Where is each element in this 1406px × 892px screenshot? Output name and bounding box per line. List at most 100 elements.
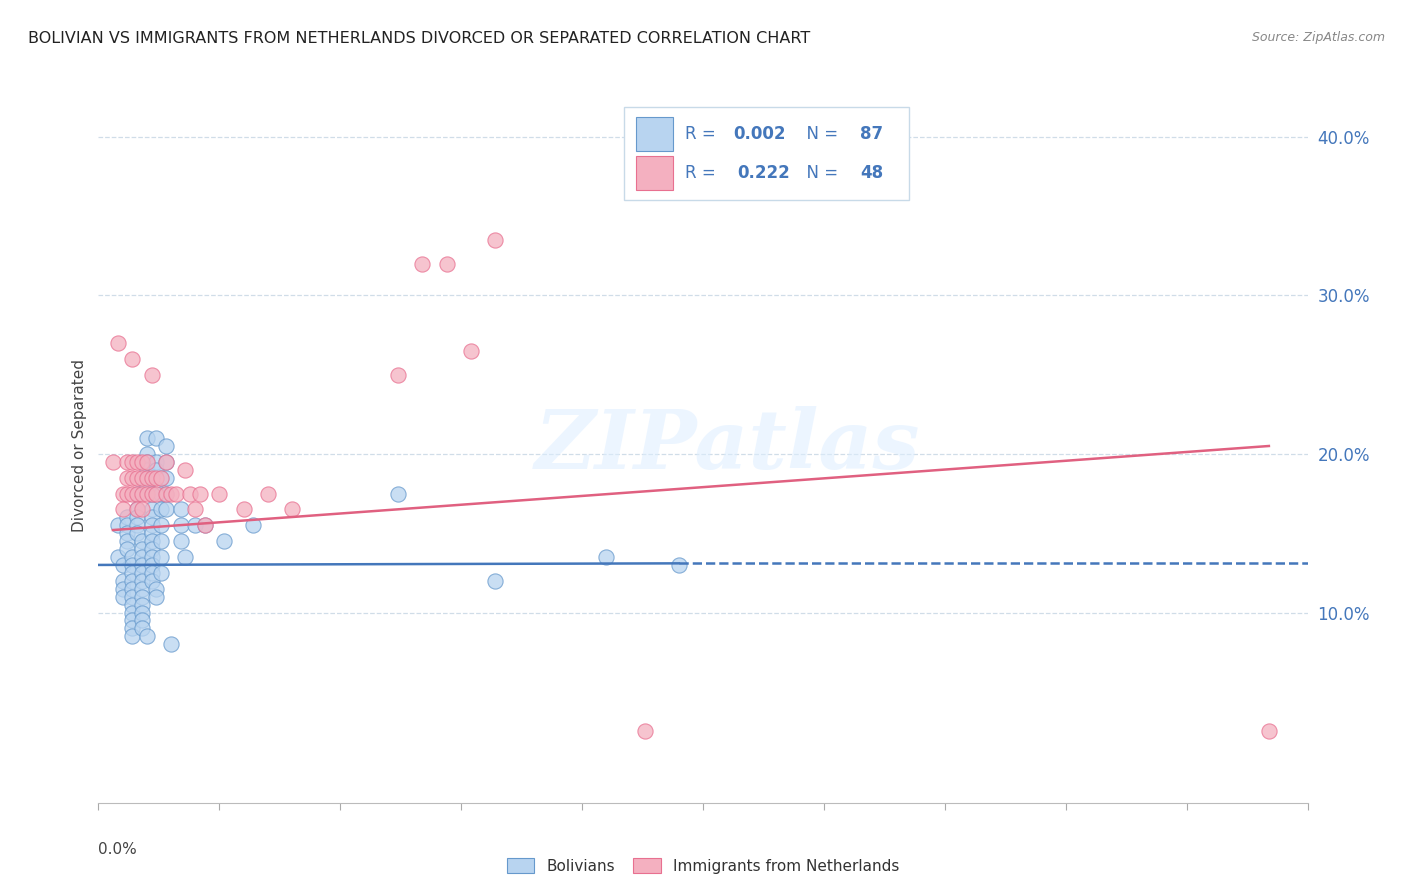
Point	[634, 724, 657, 739]
Point	[155, 502, 177, 516]
Text: ZIPatlas: ZIPatlas	[534, 406, 920, 486]
Point	[145, 590, 167, 604]
Point	[165, 486, 187, 500]
Text: N =: N =	[796, 125, 844, 143]
Point	[135, 478, 157, 492]
Point	[150, 486, 173, 500]
Point	[208, 486, 231, 500]
Point	[117, 534, 139, 549]
FancyBboxPatch shape	[637, 155, 672, 190]
Point	[194, 518, 217, 533]
Text: 48: 48	[860, 164, 883, 182]
Point	[242, 518, 264, 533]
Point	[668, 558, 690, 572]
Point	[135, 629, 157, 643]
Point	[127, 471, 149, 485]
Text: BOLIVIAN VS IMMIGRANTS FROM NETHERLANDS DIVORCED OR SEPARATED CORRELATION CHART: BOLIVIAN VS IMMIGRANTS FROM NETHERLANDS …	[28, 31, 810, 46]
Point	[150, 549, 173, 564]
Point	[141, 510, 163, 524]
Point	[131, 549, 153, 564]
Point	[131, 614, 153, 628]
Point	[131, 502, 153, 516]
Point	[232, 502, 254, 516]
Point	[155, 471, 177, 485]
Point	[484, 233, 506, 247]
Point	[111, 486, 134, 500]
Point	[145, 455, 167, 469]
Point	[127, 486, 149, 500]
Point	[436, 257, 458, 271]
Point	[155, 486, 177, 500]
Point	[117, 518, 139, 533]
Point	[111, 574, 134, 588]
Point	[107, 335, 129, 350]
Point	[141, 526, 163, 541]
Point	[111, 502, 134, 516]
Point	[121, 590, 143, 604]
Point	[150, 518, 173, 533]
Point	[155, 486, 177, 500]
Point	[127, 526, 149, 541]
Point	[127, 502, 149, 516]
Point	[135, 455, 157, 469]
Point	[117, 455, 139, 469]
Point	[188, 486, 211, 500]
Point	[387, 368, 409, 382]
Point	[131, 598, 153, 612]
Point	[256, 486, 278, 500]
Point	[141, 534, 163, 549]
Point	[174, 549, 197, 564]
Point	[141, 486, 163, 500]
Point	[121, 558, 143, 572]
Point	[141, 368, 163, 382]
Point	[127, 502, 149, 516]
Text: 87: 87	[860, 125, 883, 143]
Point	[1257, 724, 1279, 739]
Point	[127, 518, 149, 533]
Point	[117, 486, 139, 500]
Point	[121, 486, 143, 500]
Point	[121, 455, 143, 469]
Point	[145, 463, 167, 477]
Point	[141, 566, 163, 580]
Point	[179, 486, 201, 500]
Point	[131, 542, 153, 557]
Point	[121, 566, 143, 580]
Point	[135, 463, 157, 477]
Point	[141, 542, 163, 557]
Point	[155, 455, 177, 469]
Point	[121, 574, 143, 588]
Point	[169, 518, 191, 533]
Point	[121, 582, 143, 596]
Point	[169, 534, 191, 549]
Point	[117, 542, 139, 557]
Text: 0.002: 0.002	[734, 125, 786, 143]
Point	[212, 534, 235, 549]
Text: Source: ZipAtlas.com: Source: ZipAtlas.com	[1251, 31, 1385, 45]
Point	[135, 447, 157, 461]
Point	[121, 629, 143, 643]
Point	[169, 502, 191, 516]
Point	[145, 431, 167, 445]
Point	[595, 549, 617, 564]
Point	[131, 534, 153, 549]
Point	[131, 621, 153, 635]
Legend: Bolivians, Immigrants from Netherlands: Bolivians, Immigrants from Netherlands	[501, 852, 905, 880]
Text: 0.222: 0.222	[737, 164, 790, 182]
Text: R =: R =	[685, 164, 725, 182]
Point	[131, 558, 153, 572]
Point	[141, 549, 163, 564]
Point	[411, 257, 433, 271]
Point	[127, 486, 149, 500]
Point	[135, 455, 157, 469]
Point	[121, 614, 143, 628]
Point	[484, 574, 506, 588]
Point	[131, 455, 153, 469]
Point	[127, 455, 149, 469]
Point	[131, 606, 153, 620]
Point	[184, 518, 207, 533]
Point	[150, 471, 173, 485]
Point	[111, 558, 134, 572]
Point	[111, 582, 134, 596]
Point	[131, 582, 153, 596]
